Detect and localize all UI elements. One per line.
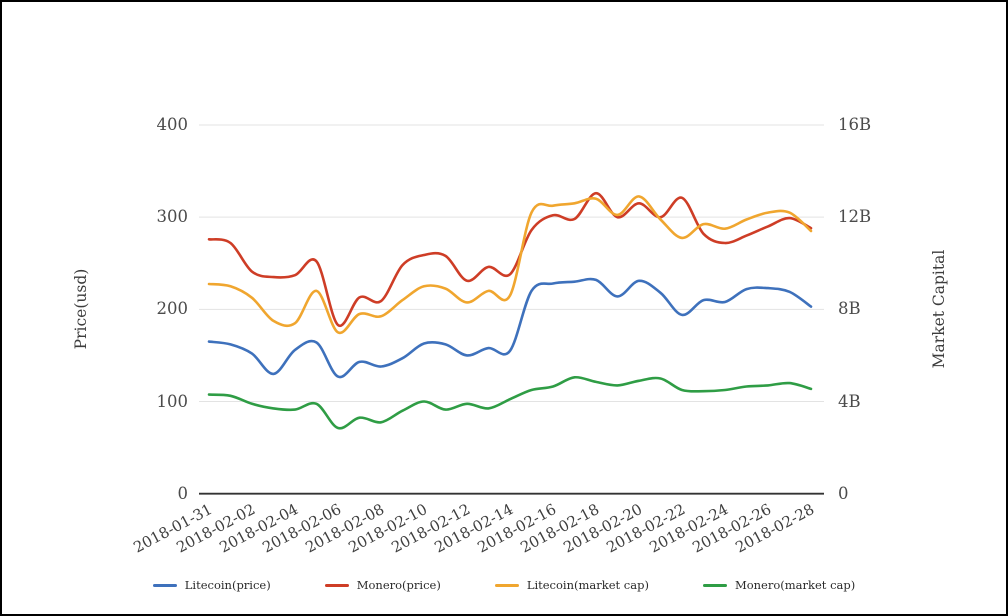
series-line-monero-market-cap- [207, 375, 813, 430]
legend-swatch-icon [494, 583, 519, 587]
y-axis-right-tick-label: 4B [838, 391, 861, 411]
legend-label: Monero(price) [356, 578, 441, 592]
y-axis-right-tick-label: 16B [838, 115, 872, 134]
y-axis-left-tick-label: 100 [156, 391, 189, 411]
legend-label: Litecoin(market cap) [526, 578, 649, 592]
y-axis-left-tick-label: 300 [156, 207, 189, 227]
y-axis-right-tick-label: 12B [838, 207, 872, 227]
legend-swatch-icon [702, 583, 727, 587]
y-axis-right-tick-label: 0 [838, 483, 849, 503]
legend-item-litecoin-market-cap-[interactable]: Litecoin(market cap) [494, 578, 649, 592]
y-axis-right-title: Market Capital [930, 249, 948, 369]
legend-label: Litecoin(price) [184, 578, 271, 592]
legend-swatch-icon [324, 583, 349, 587]
series-line-litecoin-market-cap- [207, 195, 813, 335]
gridlines [199, 124, 824, 495]
legend-item-litecoin-price-[interactable]: Litecoin(price) [152, 578, 271, 592]
y-axis-left-tick-label: 200 [156, 299, 189, 319]
series-line-monero-price- [207, 191, 813, 328]
chart-legend: Litecoin(price) Monero(price) Litecoin(mar… [2, 578, 1006, 592]
series-line-litecoin-price- [207, 277, 813, 379]
legend-item-monero-price-[interactable]: Monero(price) [324, 578, 441, 592]
legend-item-monero-market-cap-[interactable]: Monero(market cap) [702, 578, 856, 592]
y-axis-left-tick-label: 400 [156, 115, 189, 134]
legend-swatch-icon [152, 583, 177, 587]
y-axis-left-tick-label: 0 [177, 483, 189, 503]
y-axis-right-tick-label: 8B [838, 299, 861, 319]
y-axis-left-title: Price(usd) [72, 268, 90, 350]
series-lines [207, 191, 813, 430]
legend-label: Monero(market cap) [734, 578, 856, 592]
